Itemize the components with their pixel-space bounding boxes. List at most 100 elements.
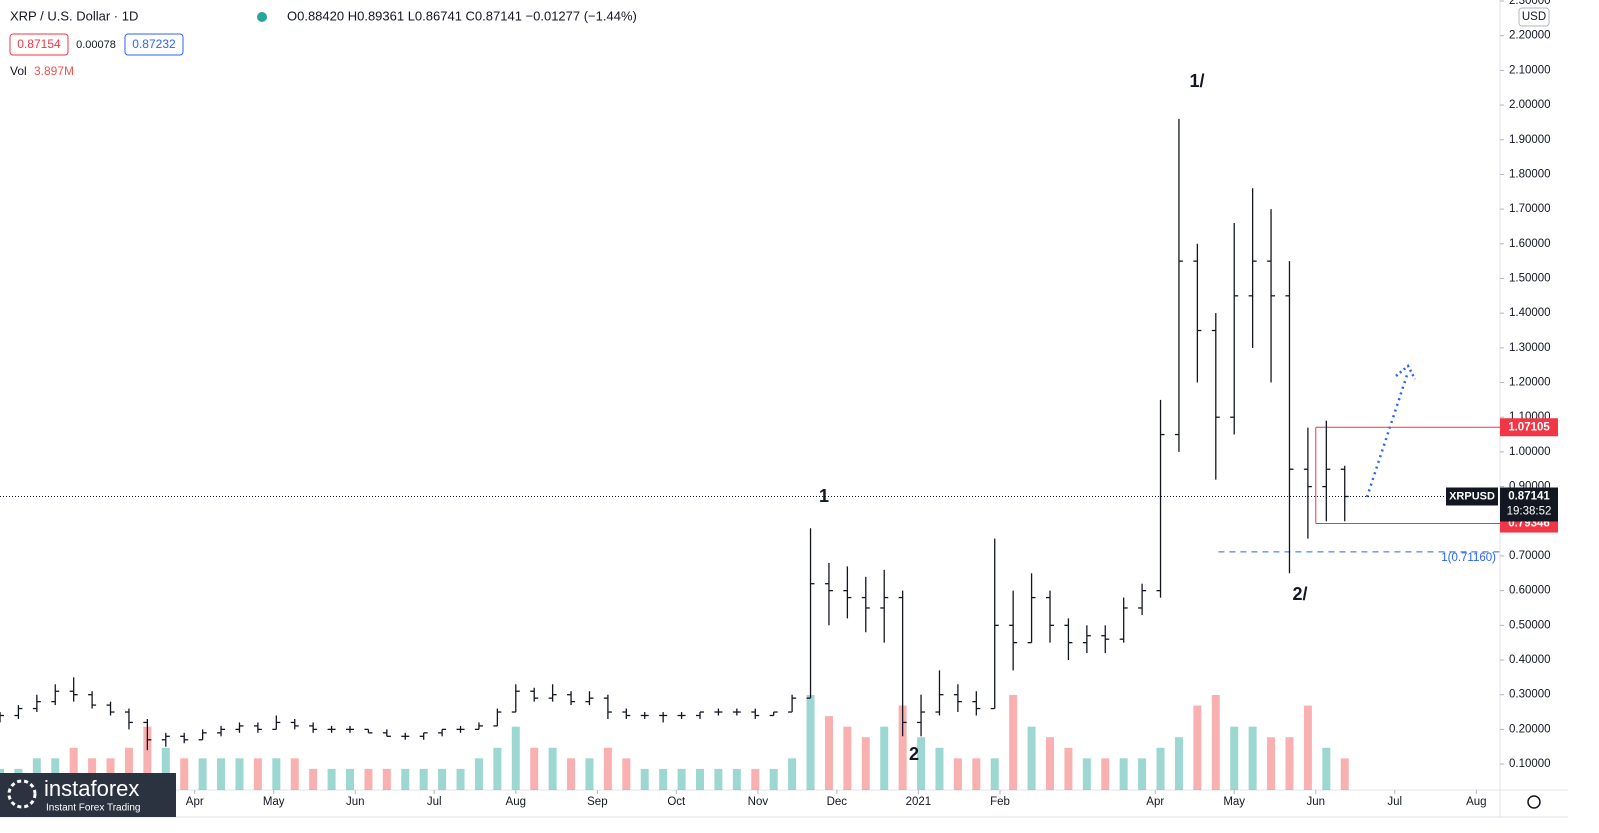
x-tick-label: Jun [1307,796,1326,808]
volume-label: Vol [10,64,27,78]
x-tick-label: Apr [1146,796,1164,808]
volume-bar [990,758,999,790]
volume-bar [161,747,170,790]
volume-bar [143,726,152,790]
y-tick-label: 0.20000 [1509,723,1551,735]
watermark-tagline: Instant Forex Trading [46,803,141,814]
volume-bar [1211,695,1220,790]
chart-title: XRP / U.S. Dollar · 1D [10,8,138,23]
wave-label: 2/ [1292,584,1307,604]
volume-bar [290,758,299,790]
ask-box [124,33,184,56]
volume-bar [530,747,539,790]
y-tick-label: 0.10000 [1509,758,1551,770]
fib-label: 1(0.71160) [1441,552,1496,564]
y-tick-label: 2.00000 [1509,99,1551,111]
volume-bar [180,758,189,790]
x-tick-label: Aug [1466,796,1486,808]
bid: 0.87154 [17,37,61,51]
x-tick-label: Jul [1387,796,1402,808]
volume-bar [327,768,336,790]
volume-bar [1230,726,1239,790]
volume-bar [640,768,649,790]
y-tick-label: 1.00000 [1509,446,1551,458]
x-tick-label: 2021 [906,796,932,808]
y-tick-label: 2.20000 [1509,30,1551,42]
y-tick-label: 1.80000 [1509,168,1551,180]
volume-bar [677,768,686,790]
volume-bar [880,726,889,790]
volume-bar [1174,737,1183,790]
volume-bar [1267,737,1276,790]
volume-bar [1046,737,1054,790]
volume-bar [806,695,815,790]
volume-bar [1009,695,1018,790]
volume-bar [769,768,778,790]
y-tick-label: 0.30000 [1509,689,1551,701]
volume-bar [1322,747,1331,790]
volume-bar [659,768,668,790]
volume-bar [898,705,907,790]
symbol-label: XRPUSD [1449,490,1495,502]
y-tick-label: 1.40000 [1509,307,1551,319]
volume-bar [972,758,981,790]
volume-bar [438,768,447,790]
symbol-box [1446,487,1498,506]
volume-bar [1064,747,1073,790]
volume-bar [1101,758,1110,790]
volume-bar [824,716,833,790]
x-tick-label: Jul [427,796,442,808]
y-tick-label: 0.50000 [1509,619,1551,631]
volume-bar [843,726,852,790]
volume-bar [751,768,760,790]
x-tick-label: Jun [346,796,365,808]
y-tick-label: 1.70000 [1509,203,1551,215]
settings-icon[interactable] [1527,795,1541,809]
volume-bar [456,768,465,790]
x-tick-label: Apr [186,796,204,808]
volume-bar [788,758,797,790]
x-tick-label: Aug [506,796,526,808]
volume-bar [419,768,428,790]
countdown: 19:38:52 [1507,506,1552,518]
ohlc-legend: O0.88420 H0.89361 L0.86741 C0.87141 −0.0… [287,8,637,23]
volume-bar [382,768,391,790]
volume-bar [935,747,944,790]
spread: 0.00078 [76,39,116,51]
ask: 0.87232 [132,37,176,51]
x-tick-label: Nov [748,796,769,808]
volume-bar [603,747,612,790]
y-tick-label: 2.30000 [1509,0,1551,7]
volume-bar [401,768,410,790]
volume-bar [622,758,631,790]
volume-bar [235,758,244,790]
x-tick-label: May [263,796,285,808]
volume-bar [124,747,133,790]
volume-bar [1303,705,1312,790]
volume-bar [474,758,483,790]
volume-bar [567,758,576,790]
volume-bar [1285,737,1294,790]
y-tick-label: 0.40000 [1509,654,1551,666]
price-box [1500,487,1558,522]
currency-box [1518,7,1550,27]
volume-bar [732,768,741,790]
y-tick-label: 1.20000 [1509,377,1551,389]
volume-bar [217,758,226,790]
volume-bar [1027,726,1036,790]
bid-box [9,33,69,56]
x-tick-label: Feb [990,796,1010,808]
level-label: 1.07105 [1508,421,1550,433]
y-tick-label: 0.60000 [1509,585,1551,597]
volume-bar [198,758,207,790]
y-tick-label: 1.60000 [1509,238,1551,250]
status-dot [257,12,267,22]
y-tick-label: 1.90000 [1509,134,1551,146]
volume-bar [511,726,520,790]
volume-bar [346,768,354,790]
volume-bar [1138,758,1147,790]
volume-bar [1193,705,1202,790]
